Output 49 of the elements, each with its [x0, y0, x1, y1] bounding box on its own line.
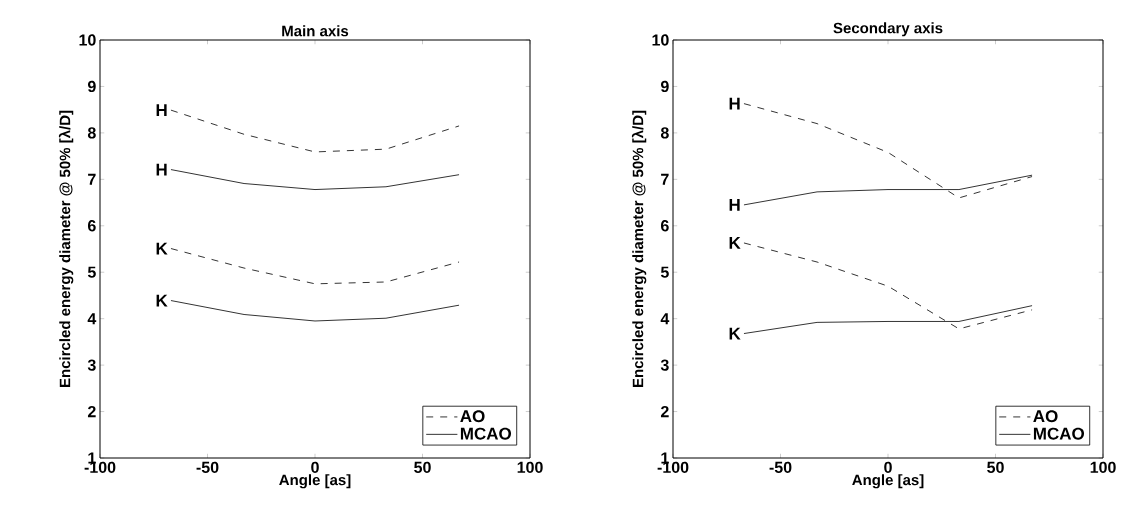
- x-tick-label: 100: [517, 461, 543, 474]
- line-series: [170, 109, 460, 153]
- y-tick-label: 3: [660, 359, 669, 371]
- chart-title: Main axis: [282, 25, 349, 37]
- y-tick-label: 5: [87, 266, 96, 278]
- x-tick-label: 0: [311, 461, 319, 474]
- y-tick-label: 10: [79, 34, 96, 46]
- y-tick-label: 7: [88, 173, 96, 185]
- y-tick-label: 6: [88, 220, 96, 232]
- legend-label: AO: [1033, 410, 1058, 423]
- y-axis-title: Encircled energy diameter @ 50% [λ/D]: [631, 110, 647, 388]
- x-tick-label: 100: [1090, 461, 1116, 474]
- legend-label: MCAO: [1033, 427, 1085, 440]
- x-tick-label: -50: [769, 461, 792, 474]
- annotation: H: [729, 199, 740, 211]
- x-tick-label: 50: [414, 461, 431, 474]
- y-tick-label: 10: [652, 34, 669, 46]
- y-tick-label: 6: [661, 220, 669, 232]
- y-tick-label: 9: [660, 80, 669, 93]
- y-tick-label: 5: [660, 266, 669, 278]
- annotation: H: [156, 163, 167, 176]
- x-tick-label: -50: [196, 461, 219, 474]
- chart-title: Secondary axis: [833, 22, 943, 37]
- annotation: K: [729, 237, 741, 249]
- y-tick-label: 4: [87, 313, 97, 325]
- y-tick-label: 7: [661, 173, 669, 185]
- legend-label: AO: [460, 410, 485, 423]
- x-axis-title: Angle [as]: [852, 474, 924, 489]
- y-tick-label: 9: [87, 80, 96, 93]
- line-series: [170, 300, 460, 322]
- x-tick-label: 0: [884, 461, 892, 474]
- line-series: [743, 242, 1033, 330]
- annotation: H: [156, 104, 167, 116]
- annotation: K: [156, 242, 168, 255]
- line-series: [170, 169, 460, 190]
- y-axis-title: Encircled energy diameter @ 50% [λ/D]: [58, 110, 74, 388]
- y-tick-label: 8: [87, 127, 96, 139]
- x-axis-title: Angle [as]: [279, 474, 351, 489]
- y-tick-label: 2: [87, 405, 96, 418]
- legend-label: MCAO: [460, 427, 512, 440]
- line-series: [170, 248, 460, 285]
- y-tick-label: 2: [660, 405, 669, 418]
- annotation: K: [156, 294, 168, 307]
- x-tick-label: 50: [987, 461, 1004, 474]
- annotation: K: [729, 327, 741, 340]
- y-tick-label: 8: [660, 127, 669, 139]
- y-tick-label: 3: [87, 359, 96, 371]
- annotation: H: [729, 97, 740, 110]
- y-tick-label: 4: [660, 313, 670, 325]
